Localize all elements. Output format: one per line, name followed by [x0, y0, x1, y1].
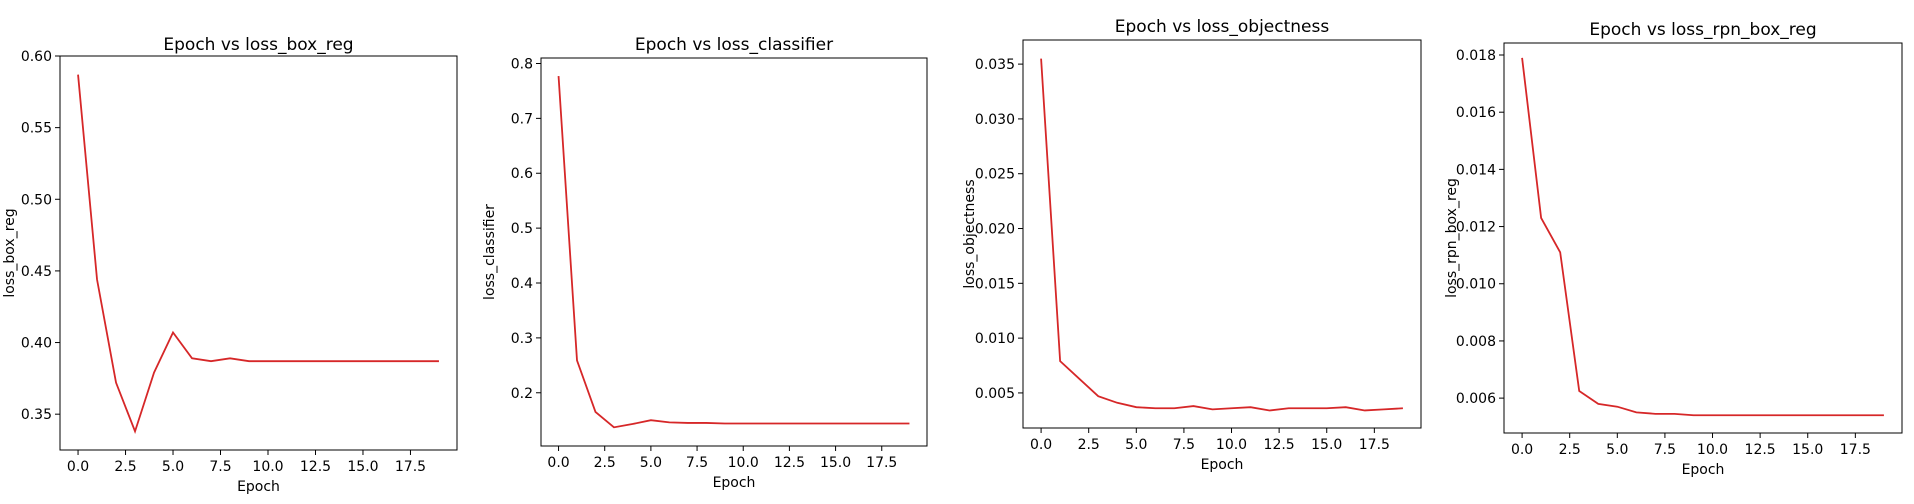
series-line: [77, 74, 439, 435]
x-tick-label: 17.5: [1840, 442, 1871, 458]
x-tick-label: 15.0: [820, 455, 851, 471]
y-tick-label: 0.030: [975, 112, 1015, 128]
chart-2: Epoch vs loss_classifier 0.0 2.5 5.0 7.5 10.0…: [482, 35, 928, 491]
x-tick-label: 0.0: [1030, 437, 1052, 453]
y-tick-label: 0.020: [975, 222, 1015, 238]
x-tick-label: 12.5: [300, 459, 331, 475]
plot-frame: [1503, 42, 1903, 434]
y-tick-label: 0.025: [975, 167, 1015, 183]
x-tick-label: 7.5: [686, 455, 708, 471]
x-tick-label: 0.0: [1511, 442, 1533, 458]
x-axis-label: Epoch: [713, 475, 756, 491]
x-tick-label: 17.5: [395, 459, 426, 475]
x-tick-label: 10.0: [252, 459, 283, 475]
x-tick-label: 2.5: [1078, 437, 1100, 453]
x-tick-label: 7.5: [209, 459, 231, 475]
x-tick-label: 15.0: [1792, 442, 1823, 458]
x-axis-label: Epoch: [1201, 457, 1244, 473]
y-tick-label: 0.50: [21, 192, 52, 208]
x-tick-label: 7.5: [1173, 437, 1195, 453]
y-tick-label: 0.010: [975, 331, 1015, 347]
y-axis-label: loss_rpn_box_reg: [1444, 178, 1460, 298]
x-tick-label: 12.5: [774, 455, 805, 471]
y-axis-label: loss_classifier: [482, 204, 498, 300]
x-tick-label: 5.0: [1606, 442, 1628, 458]
y-tick-label: 0.018: [1456, 48, 1496, 64]
y-tick-label: 0.015: [975, 276, 1015, 292]
x-tick-label: 7.5: [1654, 442, 1676, 458]
y-tick-label: 0.035: [975, 57, 1015, 73]
y-tick-label: 0.014: [1456, 162, 1496, 178]
chart-title: Epoch vs loss_rpn_box_reg: [1589, 20, 1816, 40]
y-tick-label: 0.4: [511, 276, 533, 292]
y-tick-label: 0.008: [1456, 334, 1496, 350]
x-tick-label: 10.0: [1216, 437, 1247, 453]
y-tick-label: 0.005: [975, 386, 1015, 402]
x-tick-label: 12.5: [1264, 437, 1295, 453]
x-tick-label: 2.5: [114, 459, 136, 475]
x-axis-label: Epoch: [237, 479, 280, 495]
y-tick-label: 0.40: [21, 336, 52, 352]
chart-title: Epoch vs loss_box_reg: [163, 35, 353, 55]
y-tick-label: 0.8: [511, 56, 533, 72]
y-axis-label: loss_objectness: [962, 179, 978, 288]
series-line: [1040, 58, 1403, 412]
x-tick-label: 17.5: [1359, 437, 1390, 453]
y-tick-label: 0.45: [21, 264, 52, 280]
y-tick-label: 0.7: [511, 111, 533, 127]
x-tick-label: 10.0: [728, 455, 759, 471]
x-tick-label: 0.0: [67, 459, 89, 475]
series-line: [557, 76, 910, 429]
x-tick-label: 15.0: [347, 459, 378, 475]
x-tick-label: 10.0: [1697, 442, 1728, 458]
y-tick-label: 0.55: [21, 121, 52, 137]
x-tick-label: 12.5: [1745, 442, 1776, 458]
x-tick-label: 2.5: [594, 455, 616, 471]
y-axis-label: loss_box_reg: [2, 208, 18, 297]
plot-frame: [1022, 39, 1422, 429]
chart-title: Epoch vs loss_classifier: [635, 35, 833, 55]
y-tick-label: 0.006: [1456, 391, 1496, 407]
chart-title: Epoch vs loss_objectness: [1115, 17, 1330, 37]
y-tick-label: 0.3: [511, 331, 533, 347]
y-tick-label: 0.35: [21, 407, 52, 423]
y-tick-label: 0.60: [21, 49, 52, 65]
x-tick-label: 0.0: [547, 455, 569, 471]
plot-frame: [59, 55, 458, 451]
y-tick-label: 0.6: [511, 166, 533, 182]
y-tick-label: 0.010: [1456, 277, 1496, 293]
chart-3: Epoch vs loss_objectness 0.0 2.5 5.0 7.5 10.0…: [962, 17, 1422, 473]
series-line: [1521, 57, 1884, 417]
x-tick-label: 5.0: [640, 455, 662, 471]
x-tick-label: 2.5: [1559, 442, 1581, 458]
x-tick-label: 5.0: [1125, 437, 1147, 453]
chart-1: Epoch vs loss_box_reg 0.0 2.5 5.0 7.5 10.0 12.…: [2, 35, 458, 495]
y-tick-label: 0.5: [511, 221, 533, 237]
plot-frame: [540, 57, 928, 447]
x-tick-label: 15.0: [1311, 437, 1342, 453]
y-tick-label: 0.012: [1456, 220, 1496, 236]
y-tick-label: 0.2: [511, 386, 533, 402]
chart-4: Epoch vs loss_rpn_box_reg 0.0 2.5 5.0 7.5 10.…: [1444, 20, 1903, 478]
x-tick-label: 5.0: [162, 459, 184, 475]
x-tick-label: 17.5: [866, 455, 897, 471]
x-axis-label: Epoch: [1682, 462, 1725, 478]
y-tick-label: 0.016: [1456, 105, 1496, 121]
